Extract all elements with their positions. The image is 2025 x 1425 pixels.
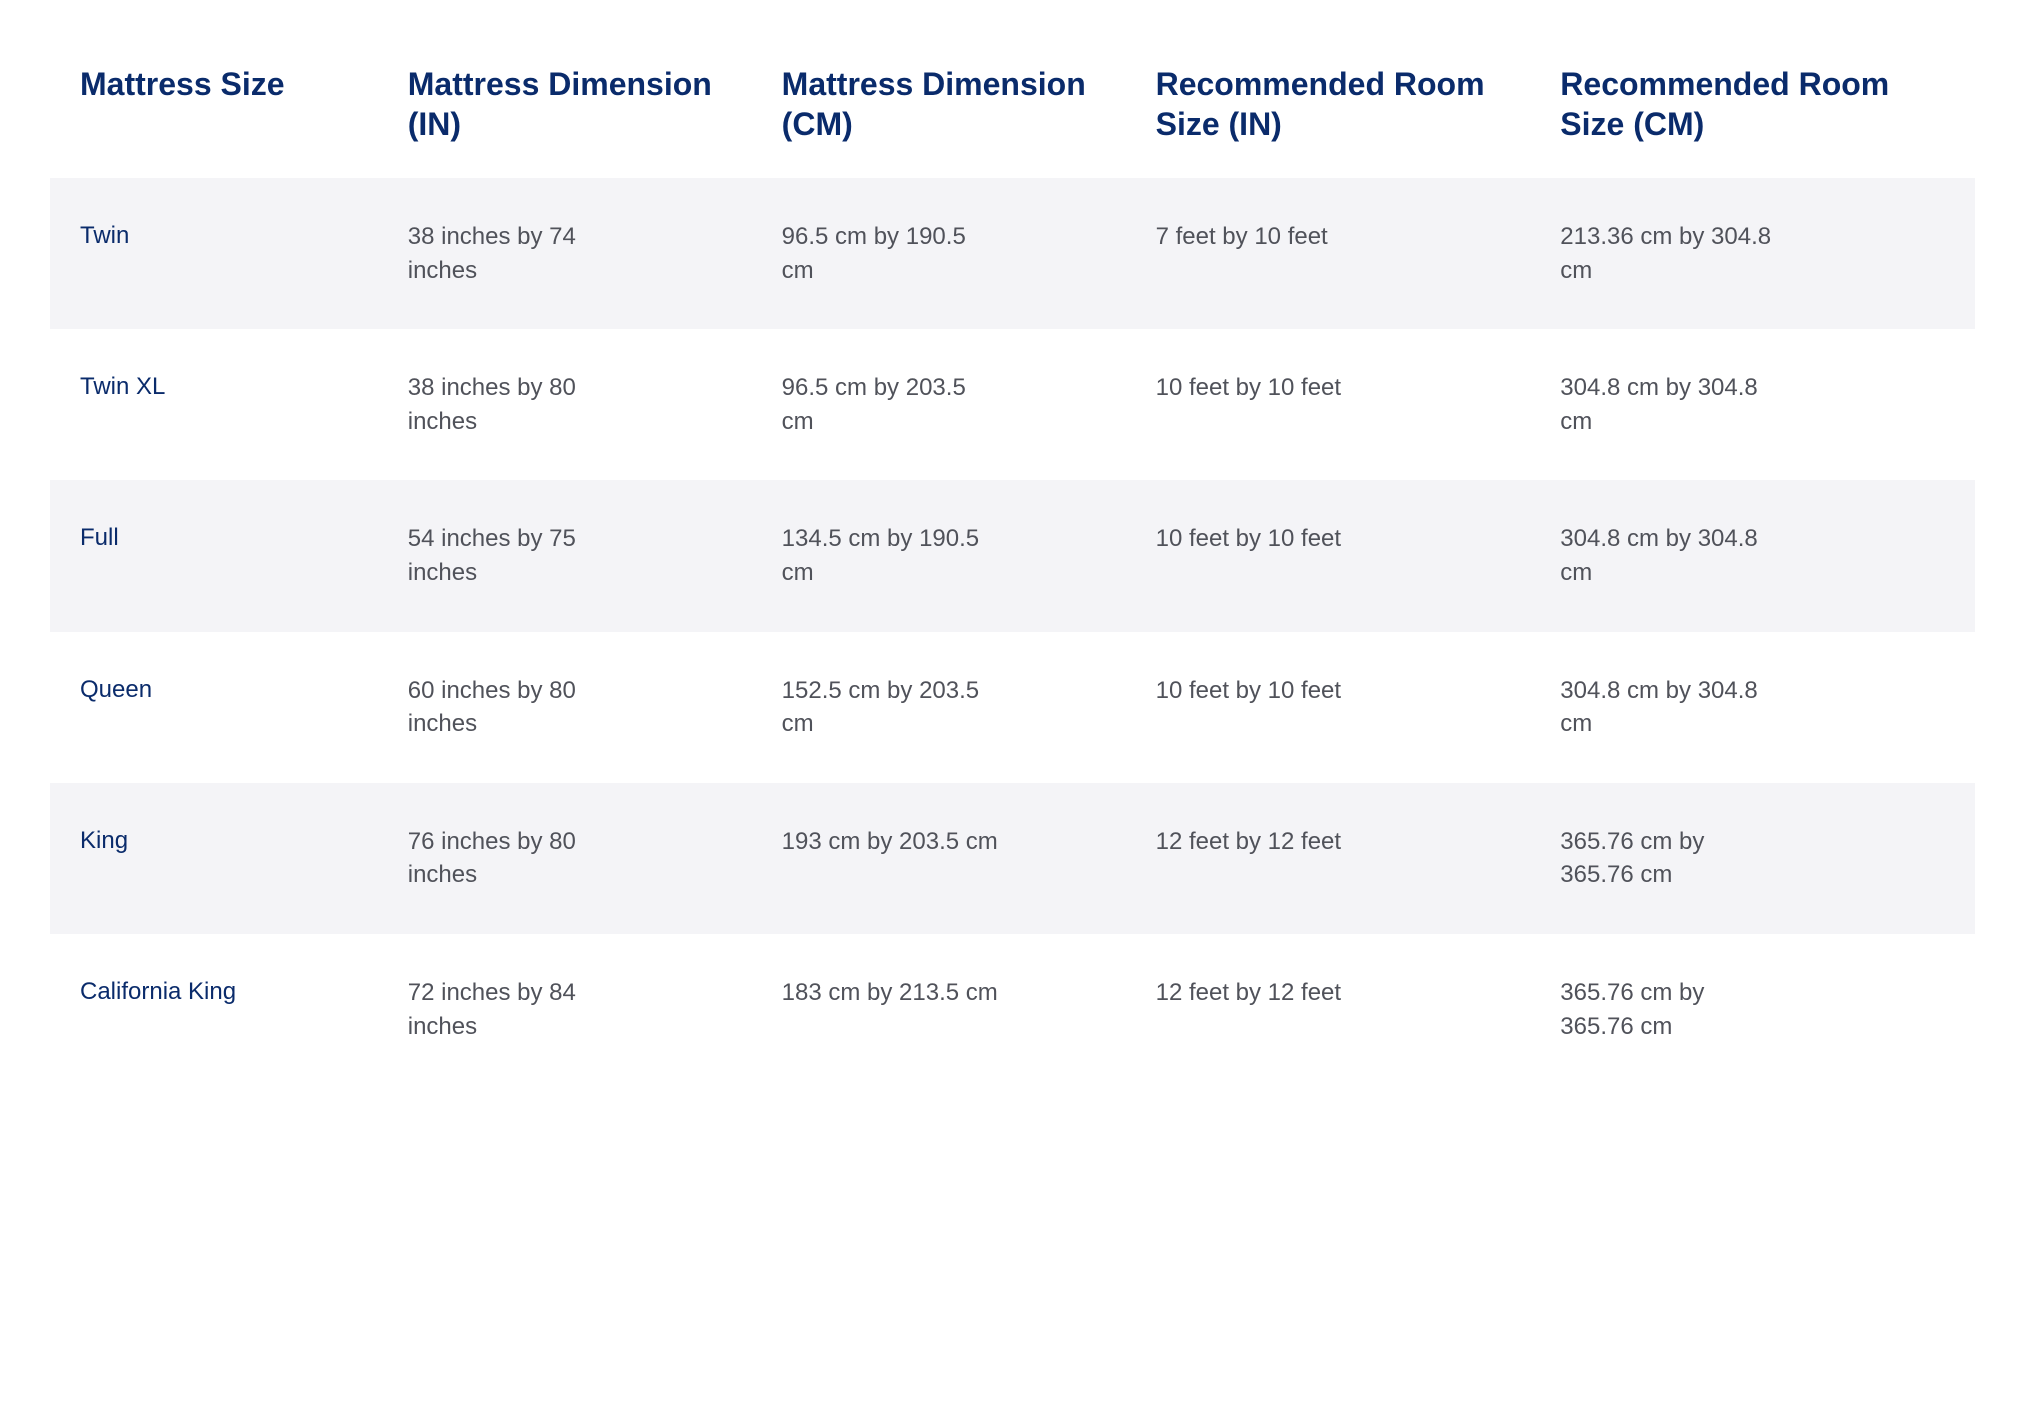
cell-dim-cm: 193 cm by 203.5 cm [782, 825, 1002, 859]
col-header-dim-in: Mattress Dimension (IN) [408, 64, 762, 144]
cell-dim-cm: 152.5 cm by 203.5 cm [782, 674, 1002, 741]
cell-room-in: 7 feet by 10 feet [1156, 220, 1376, 254]
cell-room-cm: 365.76 cm by 365.76 cm [1560, 976, 1780, 1043]
cell-room-cm: 304.8 cm by 304.8 cm [1560, 674, 1780, 741]
cell-room-in: 10 feet by 10 feet [1156, 371, 1376, 405]
cell-dim-cm: 96.5 cm by 203.5 cm [782, 371, 1002, 438]
cell-room-cm: 213.36 cm by 304.8 cm [1560, 220, 1780, 287]
cell-dim-in: 60 inches by 80 inches [408, 674, 628, 741]
table-row: Full 54 inches by 75 inches 134.5 cm by … [50, 480, 1975, 631]
table-row: Twin 38 inches by 74 inches 96.5 cm by 1… [50, 178, 1975, 329]
cell-size: Twin [80, 220, 388, 252]
cell-room-in: 12 feet by 12 feet [1156, 976, 1376, 1010]
cell-dim-cm: 96.5 cm by 190.5 cm [782, 220, 1002, 287]
cell-room-in: 10 feet by 10 feet [1156, 674, 1376, 708]
cell-dim-cm: 134.5 cm by 190.5 cm [782, 522, 1002, 589]
col-header-room-cm: Recommended Room Size (CM) [1560, 64, 1945, 144]
col-header-size: Mattress Size [80, 64, 388, 104]
cell-room-in: 10 feet by 10 feet [1156, 522, 1376, 556]
cell-dim-cm: 183 cm by 213.5 cm [782, 976, 1002, 1010]
cell-dim-in: 76 inches by 80 inches [408, 825, 628, 892]
cell-size: California King [80, 976, 388, 1008]
cell-size: Full [80, 522, 388, 554]
cell-room-cm: 304.8 cm by 304.8 cm [1560, 522, 1780, 589]
cell-size: King [80, 825, 388, 857]
table-row: California King 72 inches by 84 inches 1… [50, 934, 1975, 1085]
cell-dim-in: 54 inches by 75 inches [408, 522, 628, 589]
col-header-room-in: Recommended Room Size (IN) [1156, 64, 1541, 144]
cell-size: Twin XL [80, 371, 388, 403]
cell-dim-in: 72 inches by 84 inches [408, 976, 628, 1043]
table-row: Twin XL 38 inches by 80 inches 96.5 cm b… [50, 329, 1975, 480]
table-row: King 76 inches by 80 inches 193 cm by 20… [50, 783, 1975, 934]
table-header-row: Mattress Size Mattress Dimension (IN) Ma… [50, 40, 1975, 178]
cell-room-in: 12 feet by 12 feet [1156, 825, 1376, 859]
cell-dim-in: 38 inches by 80 inches [408, 371, 628, 438]
col-header-dim-cm: Mattress Dimension (CM) [782, 64, 1136, 144]
cell-room-cm: 365.76 cm by 365.76 cm [1560, 825, 1780, 892]
mattress-size-table: Mattress Size Mattress Dimension (IN) Ma… [50, 40, 1975, 1085]
table-row: Queen 60 inches by 80 inches 152.5 cm by… [50, 632, 1975, 783]
cell-size: Queen [80, 674, 388, 706]
cell-room-cm: 304.8 cm by 304.8 cm [1560, 371, 1780, 438]
cell-dim-in: 38 inches by 74 inches [408, 220, 628, 287]
